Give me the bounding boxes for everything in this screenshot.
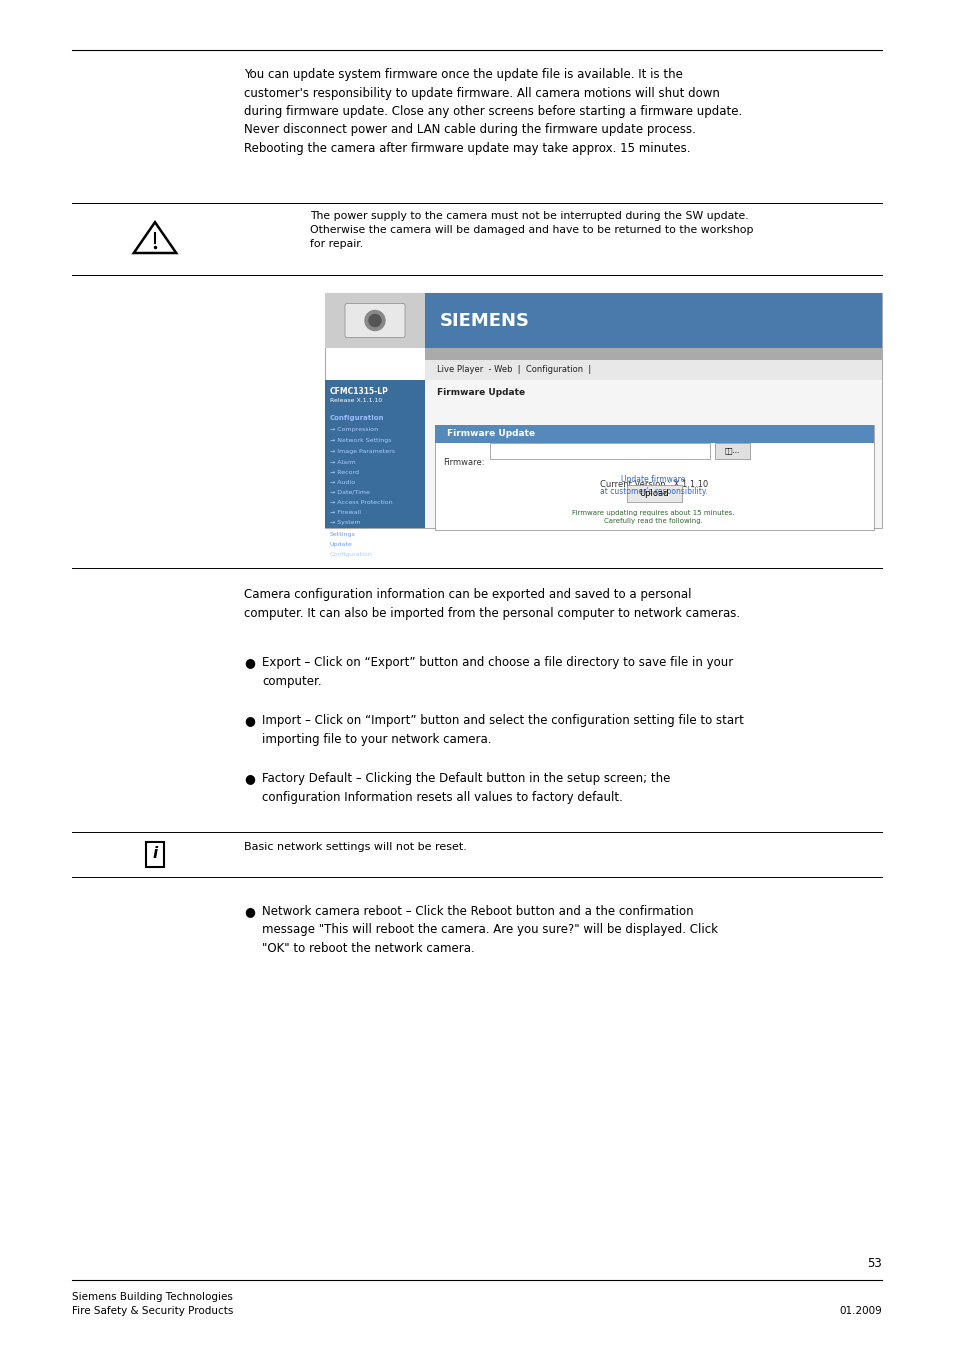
Text: ●: ●: [244, 772, 254, 784]
Text: Fire Safety & Security Products: Fire Safety & Security Products: [71, 1305, 233, 1316]
Text: → Record: → Record: [330, 470, 358, 475]
Text: → Firewall: → Firewall: [330, 510, 360, 514]
Text: 53: 53: [866, 1257, 882, 1270]
FancyBboxPatch shape: [424, 293, 882, 348]
Text: Settings: Settings: [330, 532, 355, 537]
Text: 01.2009: 01.2009: [839, 1305, 882, 1316]
Text: Firmware updating requires about 15 minutes.
Carefully read the following.: Firmware updating requires about 15 minu…: [572, 510, 734, 524]
FancyBboxPatch shape: [435, 425, 873, 531]
Text: → Alarm: → Alarm: [330, 460, 355, 464]
Text: The power supply to the camera must not be interrupted during the SW update.
Oth: The power supply to the camera must not …: [310, 211, 753, 248]
Text: Export – Click on “Export” button and choose a file directory to save file in yo: Export – Click on “Export” button and ch…: [262, 656, 733, 687]
Text: i: i: [152, 846, 157, 861]
Text: Update: Update: [330, 541, 353, 547]
Text: CFMC1315-LP: CFMC1315-LP: [330, 387, 389, 396]
Text: → Image Parameters: → Image Parameters: [330, 450, 395, 454]
FancyBboxPatch shape: [490, 443, 709, 459]
FancyBboxPatch shape: [714, 443, 749, 459]
Text: Siemens Building Technologies: Siemens Building Technologies: [71, 1292, 233, 1301]
Text: Update firmware
at customer's responsibility.: Update firmware at customer's responsibi…: [599, 475, 706, 495]
Text: Configuration: Configuration: [330, 552, 373, 558]
FancyBboxPatch shape: [325, 293, 882, 528]
Text: Factory Default – Clicking the Default button in the setup screen; the
configura: Factory Default – Clicking the Default b…: [262, 772, 670, 803]
Text: Firmware Update: Firmware Update: [436, 387, 524, 397]
Text: ●: ●: [244, 656, 254, 670]
Text: → Network Settings: → Network Settings: [330, 437, 391, 443]
Text: → System: → System: [330, 520, 360, 525]
Text: SIEMENS: SIEMENS: [439, 312, 530, 329]
Circle shape: [369, 315, 380, 327]
Text: → Compression: → Compression: [330, 427, 377, 432]
Text: You can update system firmware once the update file is available. It is the
cust: You can update system firmware once the …: [244, 68, 741, 155]
FancyBboxPatch shape: [325, 379, 424, 528]
Text: Import – Click on “Import” button and select the configuration setting file to s: Import – Click on “Import” button and se…: [262, 714, 743, 745]
FancyBboxPatch shape: [435, 425, 873, 443]
FancyBboxPatch shape: [345, 304, 405, 338]
FancyBboxPatch shape: [325, 293, 424, 348]
Text: Basic network settings will not be reset.: Basic network settings will not be reset…: [244, 842, 466, 852]
FancyBboxPatch shape: [424, 348, 882, 360]
Text: ●: ●: [244, 714, 254, 728]
FancyBboxPatch shape: [626, 485, 681, 502]
Text: 浏览...: 浏览...: [724, 448, 740, 455]
Text: Upload: Upload: [639, 489, 669, 498]
Circle shape: [365, 310, 385, 331]
Text: ●: ●: [244, 904, 254, 918]
Text: Configuration: Configuration: [330, 414, 384, 421]
Text: → Audio: → Audio: [330, 481, 355, 485]
Text: Network camera reboot – Click the Reboot button and a the confirmation
message ": Network camera reboot – Click the Reboot…: [262, 904, 718, 954]
Text: Firmware Update: Firmware Update: [447, 429, 535, 439]
FancyBboxPatch shape: [424, 379, 882, 528]
Text: Live Player  - Web  |  Configuration  |: Live Player - Web | Configuration |: [436, 366, 591, 374]
Text: → Access Protection: → Access Protection: [330, 500, 393, 505]
FancyBboxPatch shape: [424, 360, 882, 379]
Text: Release X.1.1.10: Release X.1.1.10: [330, 398, 382, 404]
Text: Camera configuration information can be exported and saved to a personal
compute: Camera configuration information can be …: [244, 589, 740, 620]
Text: → Date/Time: → Date/Time: [330, 490, 370, 495]
Text: Current Version : X.1.1.10: Current Version : X.1.1.10: [599, 481, 708, 489]
Text: Firmware:: Firmware:: [442, 458, 484, 467]
FancyBboxPatch shape: [146, 841, 164, 868]
